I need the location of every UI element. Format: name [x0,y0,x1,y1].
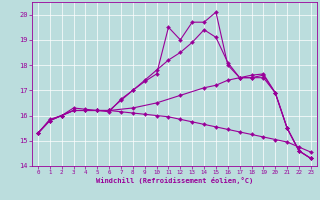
X-axis label: Windchill (Refroidissement éolien,°C): Windchill (Refroidissement éolien,°C) [96,177,253,184]
